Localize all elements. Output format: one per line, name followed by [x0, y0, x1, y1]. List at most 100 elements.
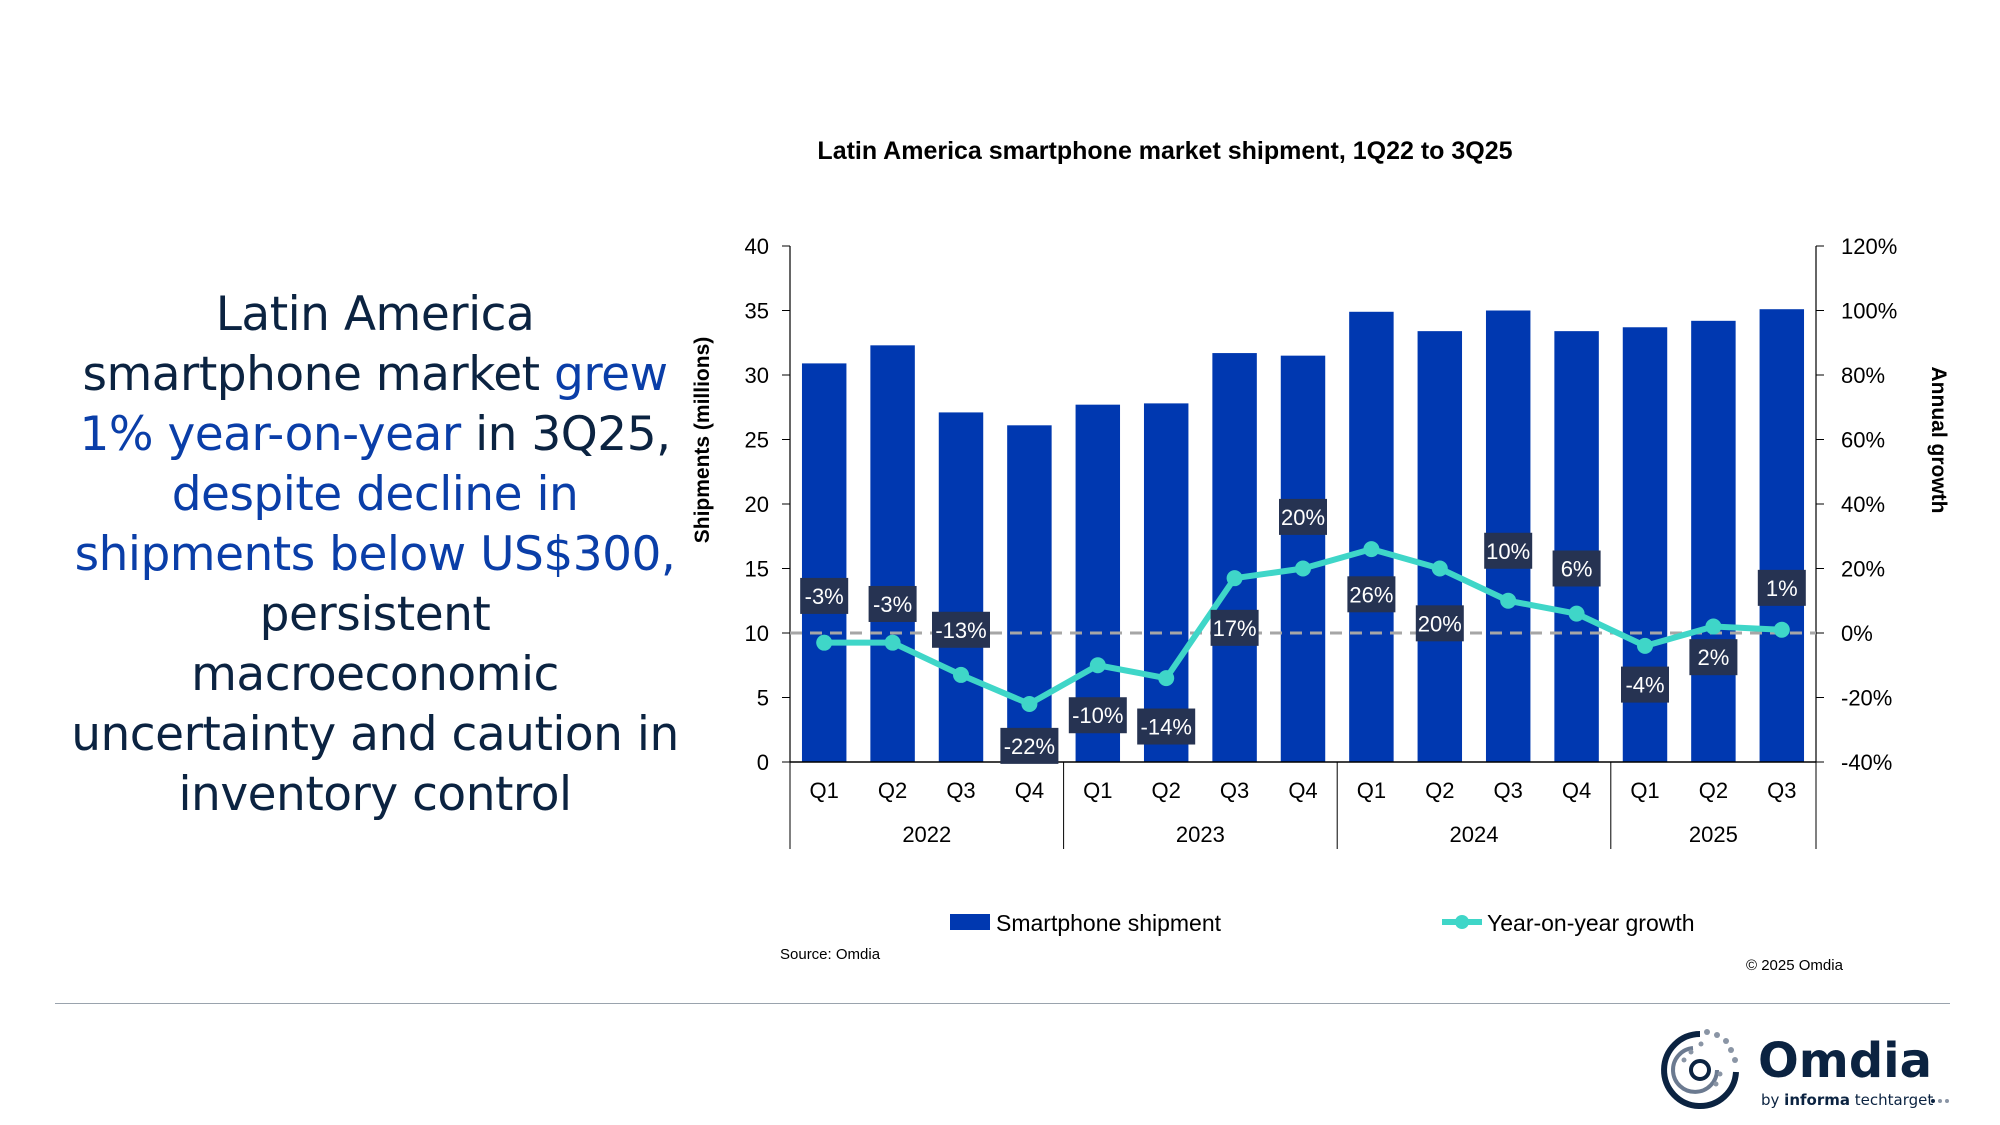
data-label-box: [868, 585, 917, 622]
x-tick-label: Q1: [1083, 778, 1112, 803]
data-label-box: [800, 577, 849, 614]
data-label: 20%: [1418, 611, 1462, 636]
omdia-logo: Omdia by informa techtarget: [1661, 1029, 1949, 1109]
year-label: 2023: [1176, 822, 1225, 847]
growth-point-13: [1637, 637, 1653, 654]
headline-text: Latin America smartphone market: [82, 287, 555, 402]
right-tick-label: 20%: [1841, 557, 1885, 582]
left-tick-label: 15: [745, 557, 769, 582]
right-tick-label: -20%: [1841, 686, 1892, 711]
data-label-box: [932, 611, 990, 648]
x-tick-label: Q1: [810, 778, 839, 803]
bar-3: [938, 412, 984, 762]
left-tick-label: 20: [745, 492, 769, 517]
right-tick-label: 120%: [1841, 234, 1897, 259]
growth-point-7: [1226, 570, 1243, 587]
right-tick-label: 40%: [1841, 492, 1885, 517]
left-tick-label: 10: [745, 621, 769, 646]
growth-point-6: [1158, 670, 1175, 687]
x-tick-label: Q4: [1288, 778, 1317, 803]
headline-text: persistent macroeconomic uncertainty and…: [71, 587, 679, 822]
bar-2: [870, 345, 915, 762]
right-tick-label: -40%: [1841, 750, 1892, 775]
chart: Latin America smartphone market shipment…: [691, 137, 1950, 936]
x-tick-label: Q2: [1699, 778, 1728, 803]
legend-label: Smartphone shipment: [996, 910, 1222, 936]
data-label: -14%: [1141, 715, 1192, 740]
legend-label: Year-on-year growth: [1487, 910, 1695, 936]
data-label-box: [1000, 727, 1059, 764]
data-label-box: [1621, 666, 1669, 703]
data-label: 2%: [1698, 645, 1730, 670]
x-tick-label: Q4: [1562, 778, 1591, 803]
x-tick-label: Q3: [1494, 778, 1523, 803]
data-label-box: [1210, 609, 1259, 646]
data-label: -3%: [805, 584, 844, 609]
x-tick-label: Q3: [1220, 778, 1249, 803]
data-label-box: [1347, 576, 1396, 613]
growth-point-3: [953, 666, 969, 683]
bar-14: [1691, 320, 1736, 762]
left-tick-label: 25: [745, 428, 769, 453]
headline: Latin America smartphone market grew 1% …: [70, 285, 680, 825]
data-label-box: [1415, 605, 1464, 642]
bar-12: [1554, 331, 1599, 762]
bar-7: [1212, 353, 1257, 762]
copyright: © 2025 Omdia: [1746, 957, 1843, 974]
growth-point-9: [1363, 541, 1380, 558]
data-label-box: [1757, 569, 1806, 606]
growth-point-5: [1089, 657, 1106, 674]
data-label-box: [1552, 550, 1601, 587]
bar-1: [801, 363, 847, 762]
data-label-box: [1689, 639, 1738, 676]
bar-8: [1280, 355, 1326, 762]
x-tick-label: Q2: [1425, 778, 1454, 803]
data-label: 1%: [1766, 576, 1798, 601]
x-tick-label: Q2: [878, 778, 907, 803]
data-label: 26%: [1349, 582, 1393, 607]
growth-point-4: [1021, 695, 1038, 712]
source-note: Source: Omdia: [780, 946, 881, 963]
growth-point-8: [1295, 560, 1311, 577]
x-tick-label: Q4: [1015, 778, 1044, 803]
headline-highlight: grew 1% year-on-year: [79, 347, 668, 462]
data-label: -13%: [935, 618, 986, 643]
chart-title: Latin America smartphone market shipment…: [817, 137, 1512, 165]
right-tick-label: 100%: [1841, 299, 1897, 324]
legend-bar-swatch: [950, 914, 990, 930]
data-label: 17%: [1213, 616, 1257, 641]
left-tick-label: 40: [745, 234, 769, 259]
data-label: -3%: [873, 592, 912, 617]
left-tick-label: 0: [757, 750, 769, 775]
omdia-logo-icon: [1661, 1029, 1739, 1109]
right-tick-label: 80%: [1841, 363, 1885, 388]
x-tick-label: Q3: [946, 778, 975, 803]
x-tick-label: Q3: [1767, 778, 1796, 803]
data-label-box: [1137, 708, 1196, 745]
svg-text:Omdia: Omdia: [1758, 1033, 1932, 1089]
data-label: 20%: [1281, 505, 1325, 530]
right-tick-label: 60%: [1841, 428, 1885, 453]
x-tick-label: Q1: [1357, 778, 1386, 803]
legend-line-marker: [1455, 915, 1469, 929]
headline-text: in 3Q25,: [460, 407, 671, 462]
data-label: -10%: [1072, 703, 1123, 728]
data-label: -22%: [1004, 734, 1055, 759]
year-label: 2024: [1450, 822, 1499, 847]
year-label: 2022: [902, 822, 951, 847]
growth-point-11: [1500, 592, 1517, 609]
growth-point-12: [1568, 605, 1585, 622]
data-label: 6%: [1561, 557, 1593, 582]
x-tick-label: Q2: [1152, 778, 1181, 803]
bar-15: [1759, 309, 1805, 762]
growth-point-15: [1773, 621, 1790, 638]
svg-text:by informa techtarget: by informa techtarget: [1761, 1091, 1933, 1109]
growth-point-2: [884, 634, 901, 651]
left-tick-label: 30: [745, 363, 769, 388]
divider: [55, 1003, 1950, 1004]
bar-9: [1349, 311, 1394, 762]
data-label: -4%: [1625, 673, 1664, 698]
bar-6: [1143, 403, 1189, 762]
headline-highlight: despite decline in shipments below US$30…: [74, 467, 676, 582]
growth-point-10: [1431, 560, 1448, 577]
